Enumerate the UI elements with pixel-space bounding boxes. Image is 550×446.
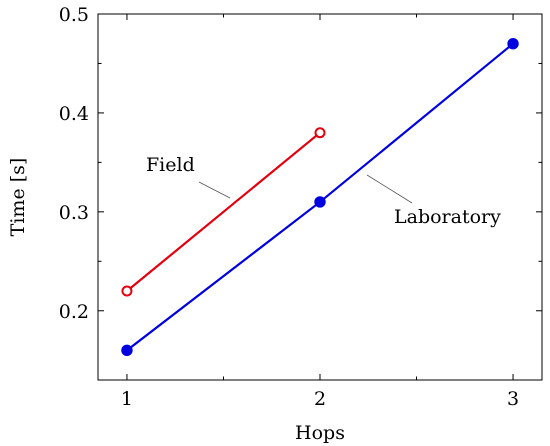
annotation-leaders bbox=[198, 174, 413, 204]
series-label-laboratory: Laboratory bbox=[394, 206, 501, 228]
x-tick-label: 3 bbox=[507, 388, 519, 410]
y-tick-label: 0.4 bbox=[59, 103, 89, 125]
data-point-laboratory bbox=[121, 344, 133, 357]
data-point-field bbox=[314, 127, 326, 139]
y-tick-label: 0.3 bbox=[59, 202, 89, 224]
axis-ticks: 1 2 3 0.2 0.3 0.4 0.5 bbox=[59, 4, 542, 410]
x-tick-label: 2 bbox=[314, 388, 326, 410]
field-label-leader bbox=[198, 181, 231, 199]
y-tick-label: 0.2 bbox=[59, 301, 89, 323]
data-point-field bbox=[121, 285, 133, 297]
x-tick-label: 1 bbox=[121, 388, 133, 410]
y-axis-label: Time [s] bbox=[7, 158, 29, 237]
series-layer bbox=[121, 37, 519, 357]
series-label-field: Field bbox=[146, 154, 195, 176]
series-line-field bbox=[126, 131, 321, 292]
data-point-laboratory bbox=[507, 37, 519, 50]
y-tick-label: 0.5 bbox=[59, 4, 89, 26]
data-point-laboratory bbox=[314, 196, 326, 208]
laboratory-label-leader bbox=[366, 174, 413, 204]
x-axis-label: Hops bbox=[295, 422, 345, 444]
